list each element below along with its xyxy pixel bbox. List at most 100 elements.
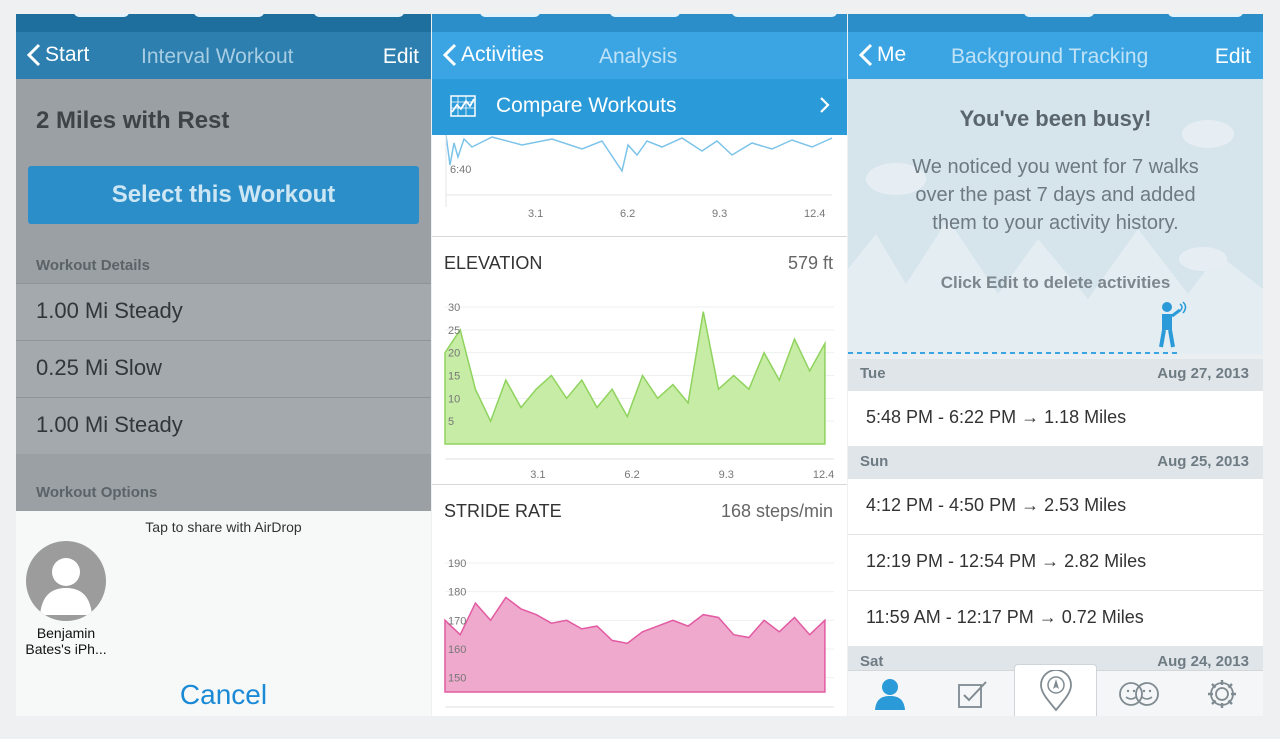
nav-bar: Start Interval Workout Edit: [16, 32, 431, 79]
workout-title: 2 Miles with Rest: [36, 107, 230, 134]
activity-entry[interactable]: 12:19 PM - 12:54 PM → 2.82 Miles: [848, 535, 1263, 591]
stride-rate-chart-plot: 1901801701601503.16.29.312.4: [444, 558, 834, 708]
day-header: Tue Aug 27, 2013: [848, 359, 1263, 391]
person-silhouette-icon: [40, 558, 92, 615]
elevation-x-tick: 12.4: [813, 469, 834, 481]
nav-bar: Activities Analysis: [432, 32, 847, 79]
day-name: Sun: [860, 453, 889, 470]
nav-bar: Me Background Tracking Edit: [848, 32, 1263, 79]
stride-rate-title: STRIDE RATE: [444, 501, 562, 521]
elevation-y-tick: 15: [448, 371, 460, 383]
pace-x-tick: 12.4: [804, 208, 825, 220]
delete-hint: Click Edit to delete activities: [940, 273, 1171, 292]
tab-route[interactable]: [1014, 664, 1097, 716]
elevation-y-tick: 5: [448, 416, 454, 428]
busy-message-line: We noticed you went for 7 walks: [912, 156, 1199, 178]
day-header: Sun Aug 25, 2013: [848, 447, 1263, 479]
nav-title: Interval Workout: [141, 45, 294, 68]
workout-details-header: Workout Details: [36, 257, 150, 274]
activity-entry[interactable]: 11:59 AM - 12:17 PM → 0.72 Miles: [848, 591, 1263, 647]
checklist-icon: [957, 681, 987, 708]
back-label: Start: [45, 43, 90, 66]
me-icon: [874, 679, 905, 710]
select-workout-button[interactable]: Select this Workout: [28, 166, 419, 224]
route-icon: [1039, 670, 1072, 712]
stride-rate-chart: STRIDE RATE 168 steps/min 190 180 170 160 15…: [432, 485, 847, 716]
contact-name-line2: Bates's iPh...: [25, 641, 107, 657]
stride-rate-y-tick: 180: [448, 587, 466, 599]
elevation-chart: ELEVATION 579 ft 30 25 20 15 10 5 3.1 6.2 9.3 12.…: [432, 237, 847, 485]
day-date: Aug 25, 2013: [1157, 453, 1249, 470]
busy-banner: You've been busy! We noticed you went fo…: [848, 79, 1263, 354]
elevation-chart-plot: 30 25 20 15 10 5 3.1 6.2 9.3 12.4: [444, 302, 834, 481]
mountains-background: [848, 120, 1263, 354]
pace-y-tick: 6:40: [450, 164, 471, 176]
pace-x-tick: 6.2: [620, 208, 635, 220]
status-bar: [848, 14, 1263, 32]
elevation-x-tick: 6.2: [624, 469, 639, 481]
settings-icon: [1207, 680, 1236, 708]
elevation-y-tick: 25: [448, 325, 460, 337]
busy-message-line: them to your activity history.: [932, 212, 1179, 234]
share-sheet: Tap to share with AirDrop Benjamin Bates…: [16, 511, 431, 716]
stride-rate-y-tick: 190: [448, 558, 466, 570]
back-button[interactable]: Start: [26, 43, 89, 67]
back-label: Activities: [461, 43, 544, 66]
elevation-y-tick: 10: [448, 393, 460, 405]
busy-title: You've been busy!: [959, 106, 1152, 131]
edit-button[interactable]: Edit: [1214, 45, 1251, 68]
compare-workouts-button[interactable]: Compare Workouts: [432, 79, 847, 135]
status-bar: [16, 14, 431, 32]
back-label: Me: [877, 43, 907, 66]
stride-rate-value: 168 steps/min: [720, 501, 833, 521]
elevation-x-tick: 9.3: [719, 469, 734, 481]
day-date: Aug 27, 2013: [1157, 365, 1249, 382]
workout-options-header: Workout Options: [36, 484, 158, 501]
activity-entry[interactable]: 4:12 PM - 4:50 PM → 2.53 Miles: [848, 479, 1263, 535]
walker-icon: [1159, 301, 1187, 348]
compare-workouts-label: Compare Workouts: [496, 94, 677, 117]
chevron-left-icon: [442, 43, 457, 67]
workout-detail-row[interactable]: 0.25 Mi Slow: [16, 340, 431, 397]
edit-button[interactable]: Edit: [382, 45, 419, 68]
pace-x-tick: 3.1: [528, 208, 543, 220]
workout-detail-row[interactable]: 1.00 Mi Steady: [16, 283, 431, 340]
back-button[interactable]: Activities: [442, 43, 544, 67]
pace-chart: 6:40 3.1 6.2 9.3 12.4: [432, 135, 847, 237]
busy-message: We noticed you went for 7 walks over the…: [888, 153, 1223, 237]
elevation-title: ELEVATION: [444, 253, 543, 273]
activity-entry[interactable]: 5:48 PM - 6:22 PM → 1.18 Miles: [848, 391, 1263, 447]
tab-friends[interactable]: [1097, 671, 1180, 716]
background-tracking-screen: Me Background Tracking Edit You've been …: [848, 14, 1263, 716]
status-bar: [432, 14, 847, 32]
pace-chart-plot: 6:40 3.1 6.2 9.3 12.4: [445, 135, 833, 220]
tab-checklist[interactable]: [931, 671, 1014, 716]
analysis-screen: Activities Analysis Compare Workouts 6:4…: [432, 14, 847, 716]
elevation-area: [444, 311, 826, 445]
busy-message-line: over the past 7 days and added: [915, 184, 1196, 206]
day-date: Aug 24, 2013: [1157, 653, 1249, 670]
contact-avatar[interactable]: [26, 541, 106, 621]
stride-rate-y-tick: 170: [448, 615, 466, 627]
friends-icon: [1118, 682, 1159, 706]
stride-rate-y-tick: 150: [448, 673, 466, 685]
cancel-button[interactable]: Cancel: [179, 679, 268, 710]
tab-settings[interactable]: [1180, 671, 1263, 716]
contact-name[interactable]: Benjamin Bates's iPh...: [16, 625, 116, 657]
pace-line: [445, 135, 833, 173]
interval-workout-screen: Start Interval Workout Edit 2 Miles with…: [16, 14, 431, 716]
chevron-left-icon: [26, 43, 41, 67]
stride-rate-y-tick: 160: [448, 644, 466, 656]
stride-rate-area: [444, 596, 826, 693]
back-button[interactable]: Me: [858, 43, 906, 67]
elevation-value: 579 ft: [787, 253, 833, 273]
chart-icon: [450, 95, 476, 117]
chevron-left-icon: [858, 43, 873, 67]
contact-name-line1: Benjamin: [36, 625, 96, 641]
nav-title: Analysis: [599, 45, 678, 68]
tab-me[interactable]: [848, 671, 931, 716]
airdrop-hint: Tap to share with AirDrop: [145, 519, 302, 535]
workout-detail-row[interactable]: 1.00 Mi Steady: [16, 397, 431, 454]
nav-title: Background Tracking: [951, 45, 1149, 68]
day-name: Tue: [860, 365, 886, 382]
